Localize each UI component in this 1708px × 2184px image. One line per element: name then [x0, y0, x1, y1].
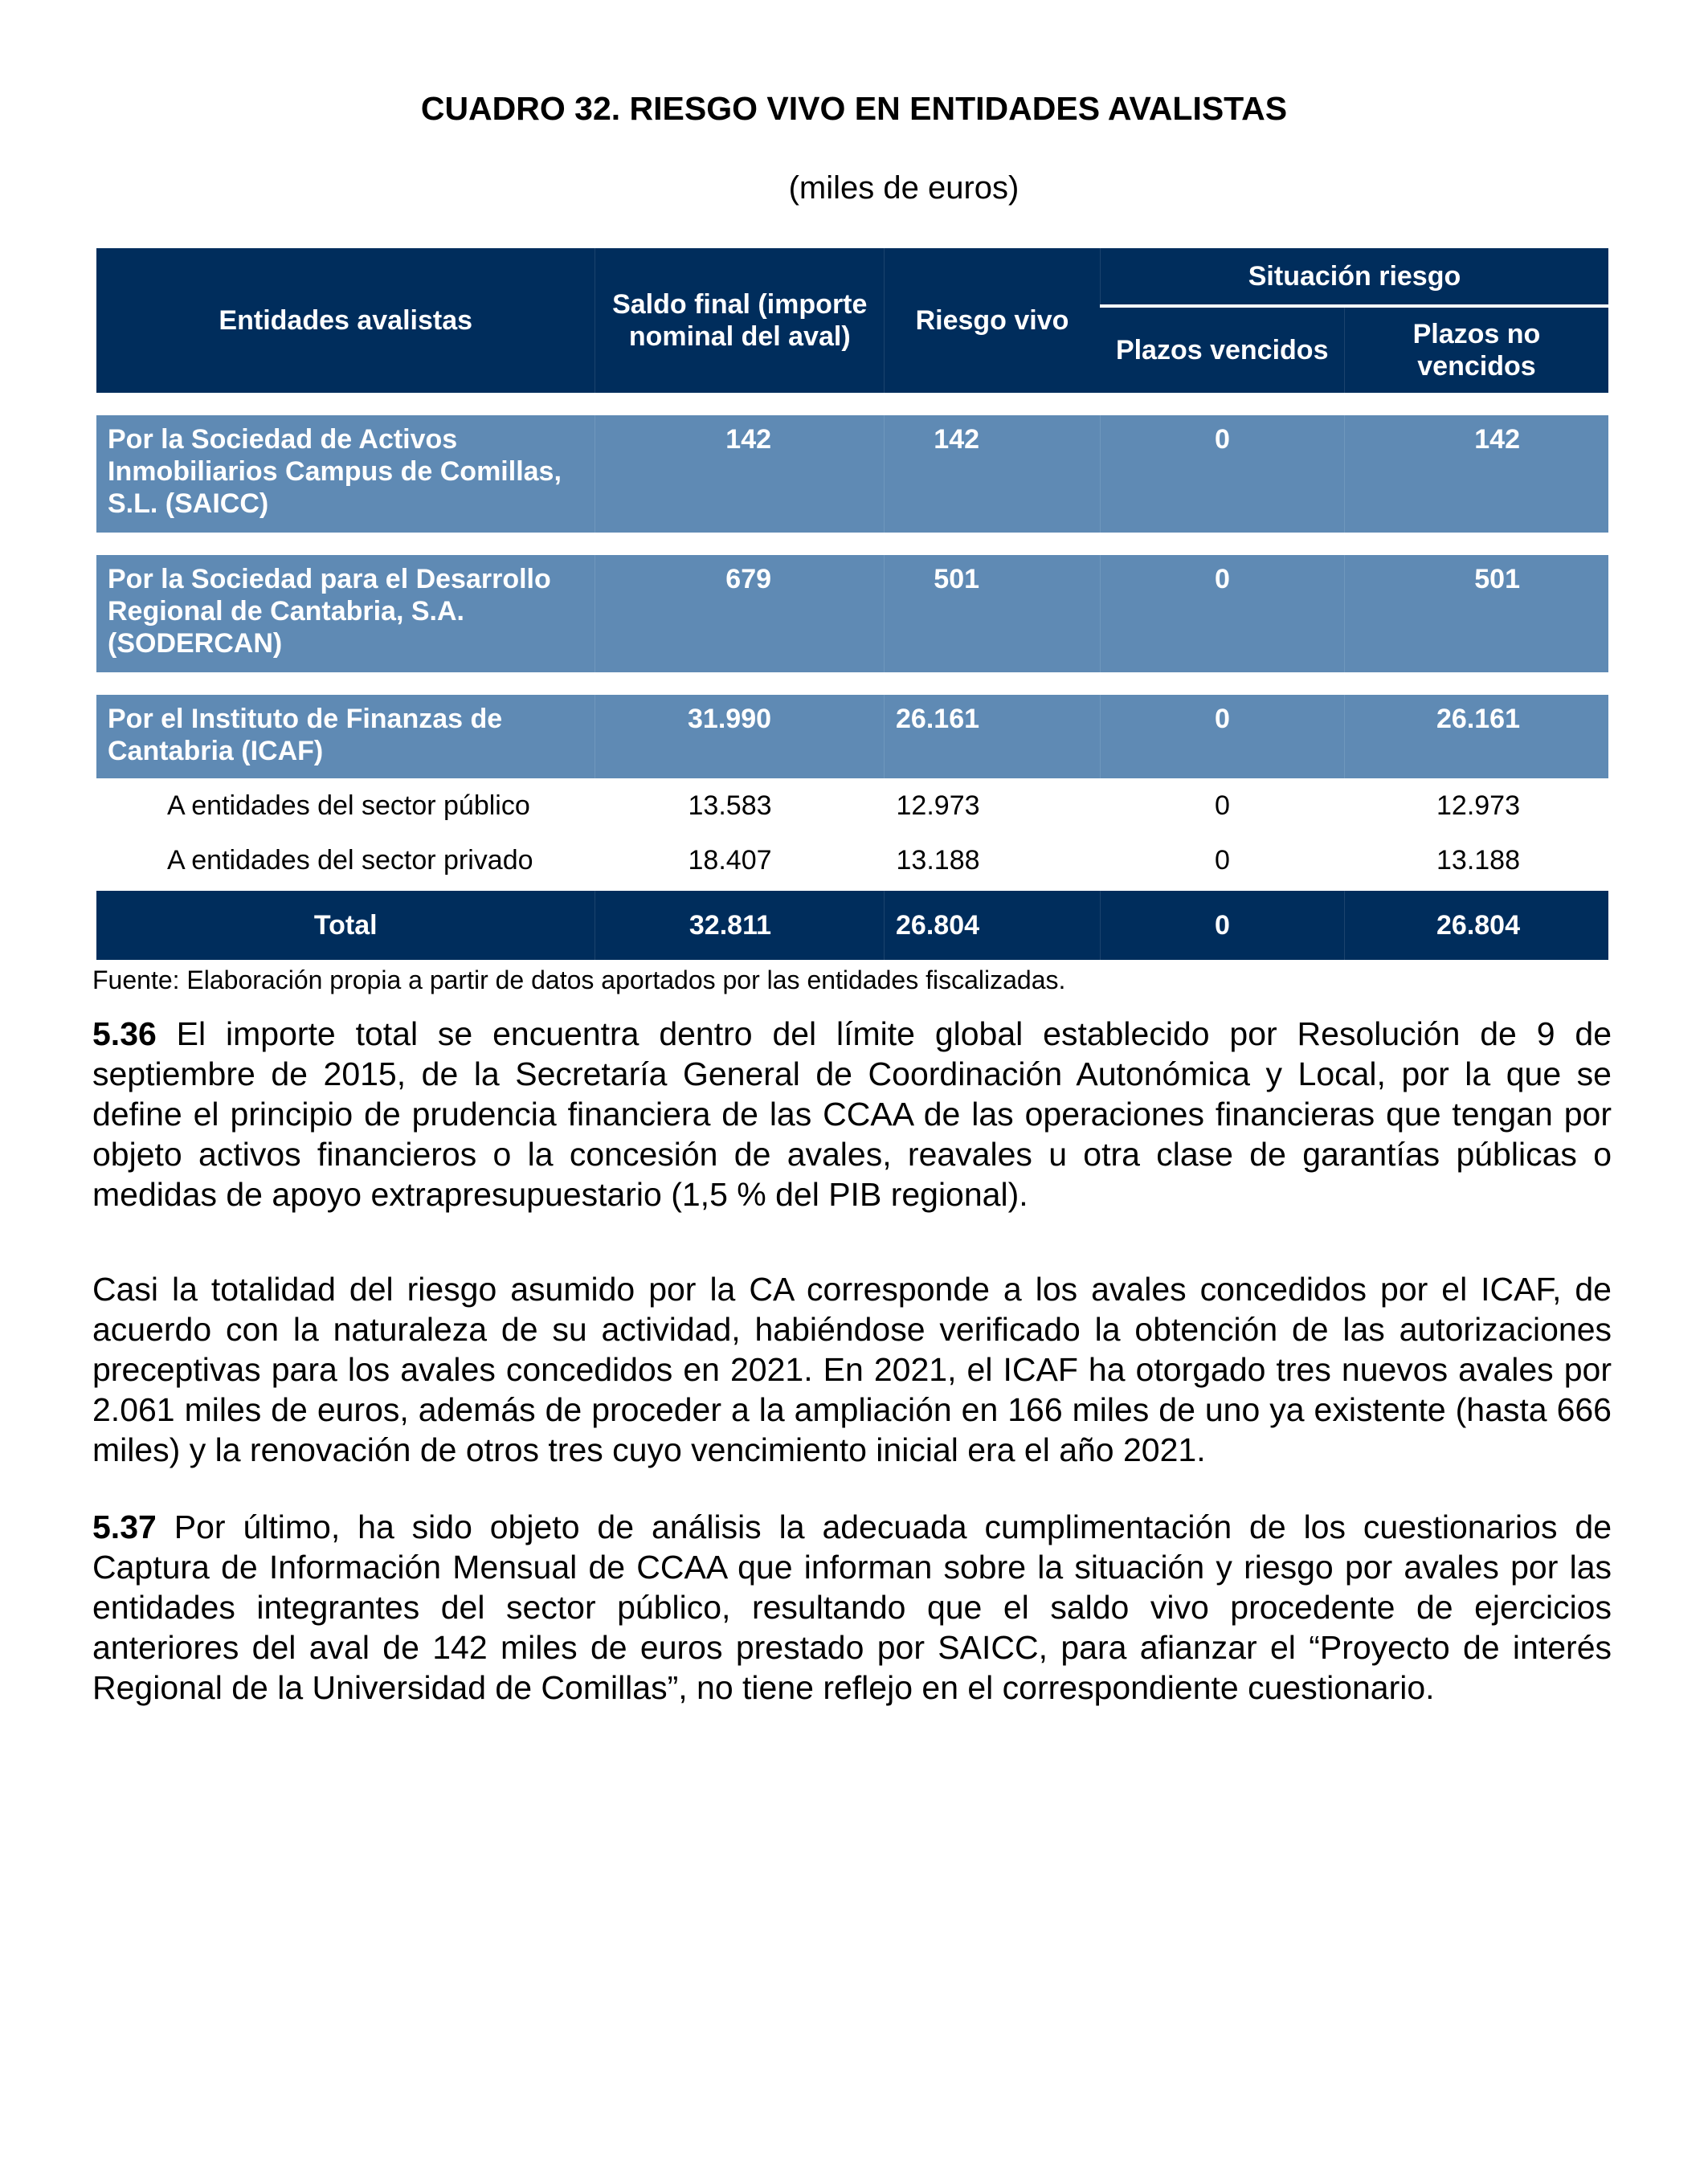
total-saldo: 32.811: [595, 888, 885, 960]
cell-vencidos: 0: [1215, 844, 1230, 876]
cell-riesgo: 13.188: [896, 844, 980, 876]
total-riesgo: 26.804: [884, 888, 1101, 960]
cell-vencidos: 0: [1100, 415, 1345, 533]
total-label: Total: [96, 888, 595, 960]
table-source: Fuente: Elaboración propia a partir de d…: [92, 965, 1066, 994]
cell-saldo: 13.583: [688, 790, 772, 821]
cell-no-vencidos: 13.188: [1436, 844, 1520, 876]
table-row: Por la Sociedad para el Desarrollo Regio…: [96, 555, 1608, 672]
row-label: Por el Instituto de Finanzas de Cantabri…: [96, 695, 595, 778]
cell-saldo: 142: [595, 415, 885, 533]
risk-table: Entidades avalistas Saldo final (importe…: [96, 248, 1608, 960]
header-riesgo-vivo: Riesgo vivo: [884, 248, 1101, 393]
table-row: A entidades del sector público 13.583 12…: [96, 778, 1608, 833]
total-row: Total 32.811 26.804 0 26.804: [96, 888, 1608, 960]
cell-riesgo: 142: [884, 415, 1101, 533]
cell-saldo: 679: [595, 555, 885, 672]
cell-vencidos: 0: [1215, 790, 1230, 821]
total-no-vencidos: 26.804: [1343, 888, 1608, 960]
table-row: Por la Sociedad de Activos Inmobiliarios…: [96, 415, 1608, 533]
header-plazos-vencidos: Plazos vencidos: [1100, 306, 1345, 393]
paragraph-5-36: 5.36 El importe total se encuentra dentr…: [92, 1014, 1612, 1214]
header-saldo-final: Saldo final (importe nominal del aval): [595, 248, 885, 393]
row-label: Por la Sociedad de Activos Inmobiliarios…: [96, 415, 595, 533]
header-situacion: Situación riesgo: [1100, 248, 1608, 308]
paragraph-5-37: 5.37 Por último, ha sido objeto de análi…: [92, 1507, 1612, 1708]
paragraph-number: 5.37: [92, 1508, 157, 1545]
cell-vencidos: 0: [1100, 695, 1345, 778]
header-plazos-no-vencidos: Plazos no vencidos: [1343, 306, 1608, 393]
table-subtitle: (miles de euros): [788, 170, 1019, 206]
header-entidades: Entidades avalistas: [96, 248, 595, 393]
cell-no-vencidos: 501: [1343, 555, 1608, 672]
paragraph-text: Por último, ha sido objeto de análisis l…: [92, 1508, 1612, 1706]
total-vencidos: 0: [1100, 888, 1345, 960]
paragraph-text: El importe total se encuentra dentro del…: [92, 1015, 1612, 1213]
cell-no-vencidos: 26.161: [1343, 695, 1608, 778]
paragraph-text: Casi la totalidad del riesgo asumido por…: [92, 1271, 1612, 1468]
table-row: A entidades del sector privado 18.407 13…: [96, 833, 1608, 889]
cell-riesgo: 26.161: [884, 695, 1101, 778]
cell-no-vencidos: 12.973: [1436, 790, 1520, 821]
row-label: A entidades del sector privado: [167, 844, 533, 876]
row-label: A entidades del sector público: [167, 790, 530, 821]
paragraph-number: 5.36: [92, 1015, 157, 1052]
cell-no-vencidos: 142: [1343, 415, 1608, 533]
cell-vencidos: 0: [1100, 555, 1345, 672]
row-label: Por la Sociedad para el Desarrollo Regio…: [96, 555, 595, 672]
paragraph-icaf: Casi la totalidad del riesgo asumido por…: [92, 1269, 1612, 1470]
cell-riesgo: 501: [884, 555, 1101, 672]
cell-riesgo: 12.973: [896, 790, 980, 821]
table-row: Por el Instituto de Finanzas de Cantabri…: [96, 695, 1608, 778]
cell-saldo: 31.990: [595, 695, 885, 778]
cell-saldo: 18.407: [688, 844, 772, 876]
table-title: CUADRO 32. RIESGO VIVO EN ENTIDADES AVAL…: [420, 90, 1288, 127]
